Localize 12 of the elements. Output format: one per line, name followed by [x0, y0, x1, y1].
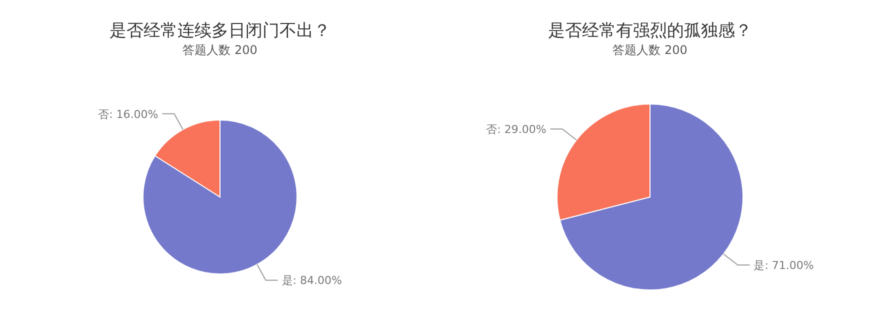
chart-subtitle: 答题人数 200	[612, 43, 688, 57]
slice-label: 是	[282, 274, 293, 288]
slice-label: 否	[486, 122, 498, 136]
data-label: : 84.00%	[292, 274, 342, 288]
data-label: : 29.00%	[497, 122, 546, 136]
chart-subtitle: 答题人数 200	[182, 43, 258, 57]
slice-label: 是	[754, 259, 765, 272]
slice-label: 否	[98, 108, 110, 121]
data-label: : 16.00%	[109, 108, 158, 121]
chart-title: 是否经常有强烈的孤独感？	[548, 21, 752, 41]
data-label: : 71.00%	[764, 259, 814, 272]
chart-title: 是否经常连续多日闭门不出？	[110, 21, 330, 41]
